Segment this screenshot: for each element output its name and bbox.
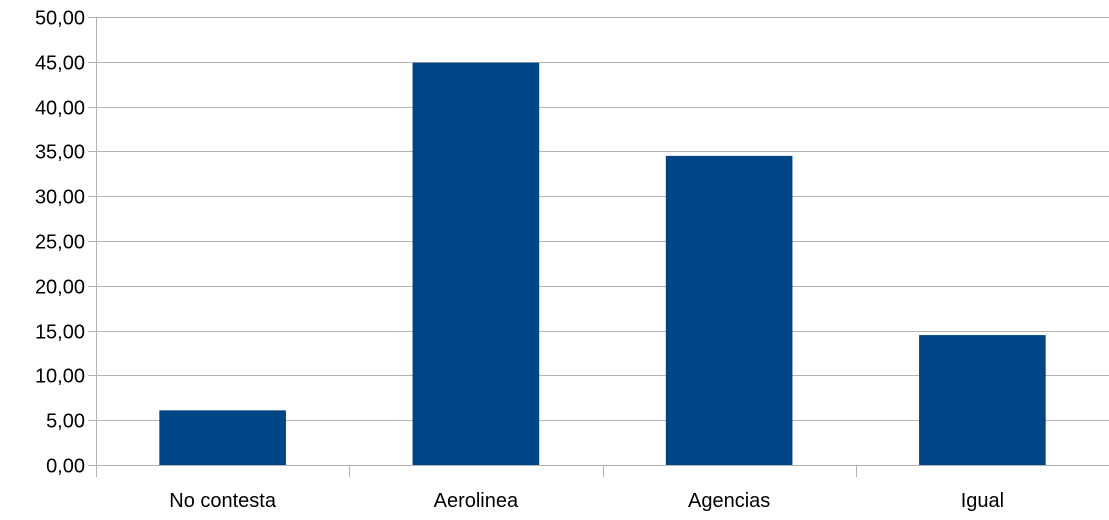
y-tick-label: 40,00 [35, 98, 85, 120]
y-tick-label: 25,00 [35, 232, 85, 254]
y-tick-label: 15,00 [35, 322, 85, 344]
axes [88, 17, 1109, 477]
y-tick-label: 5,00 [46, 411, 85, 433]
y-tick-label: 35,00 [35, 142, 85, 164]
bar [919, 335, 1046, 465]
bar [159, 410, 286, 465]
y-tick-label: 50,00 [35, 8, 85, 30]
y-tick-label: 20,00 [35, 277, 85, 299]
bars [159, 62, 1046, 466]
tick-labels: 0,00 5,00 10,00 15,00 20,00 25,00 30,00 35,00 40… [35, 8, 1004, 513]
x-tick-label: Igual [961, 490, 1004, 512]
x-tick-label: No contesta [169, 490, 277, 512]
y-tick-label: 30,00 [35, 187, 85, 209]
y-tick-label: 10,00 [35, 366, 85, 388]
x-tick-label: Agencias [688, 490, 770, 512]
y-tick-label: 45,00 [35, 53, 85, 75]
y-tick-label: 0,00 [46, 456, 85, 478]
bar [665, 155, 793, 465]
x-tick-label: Aerolinea [434, 490, 519, 512]
bar [412, 62, 540, 466]
